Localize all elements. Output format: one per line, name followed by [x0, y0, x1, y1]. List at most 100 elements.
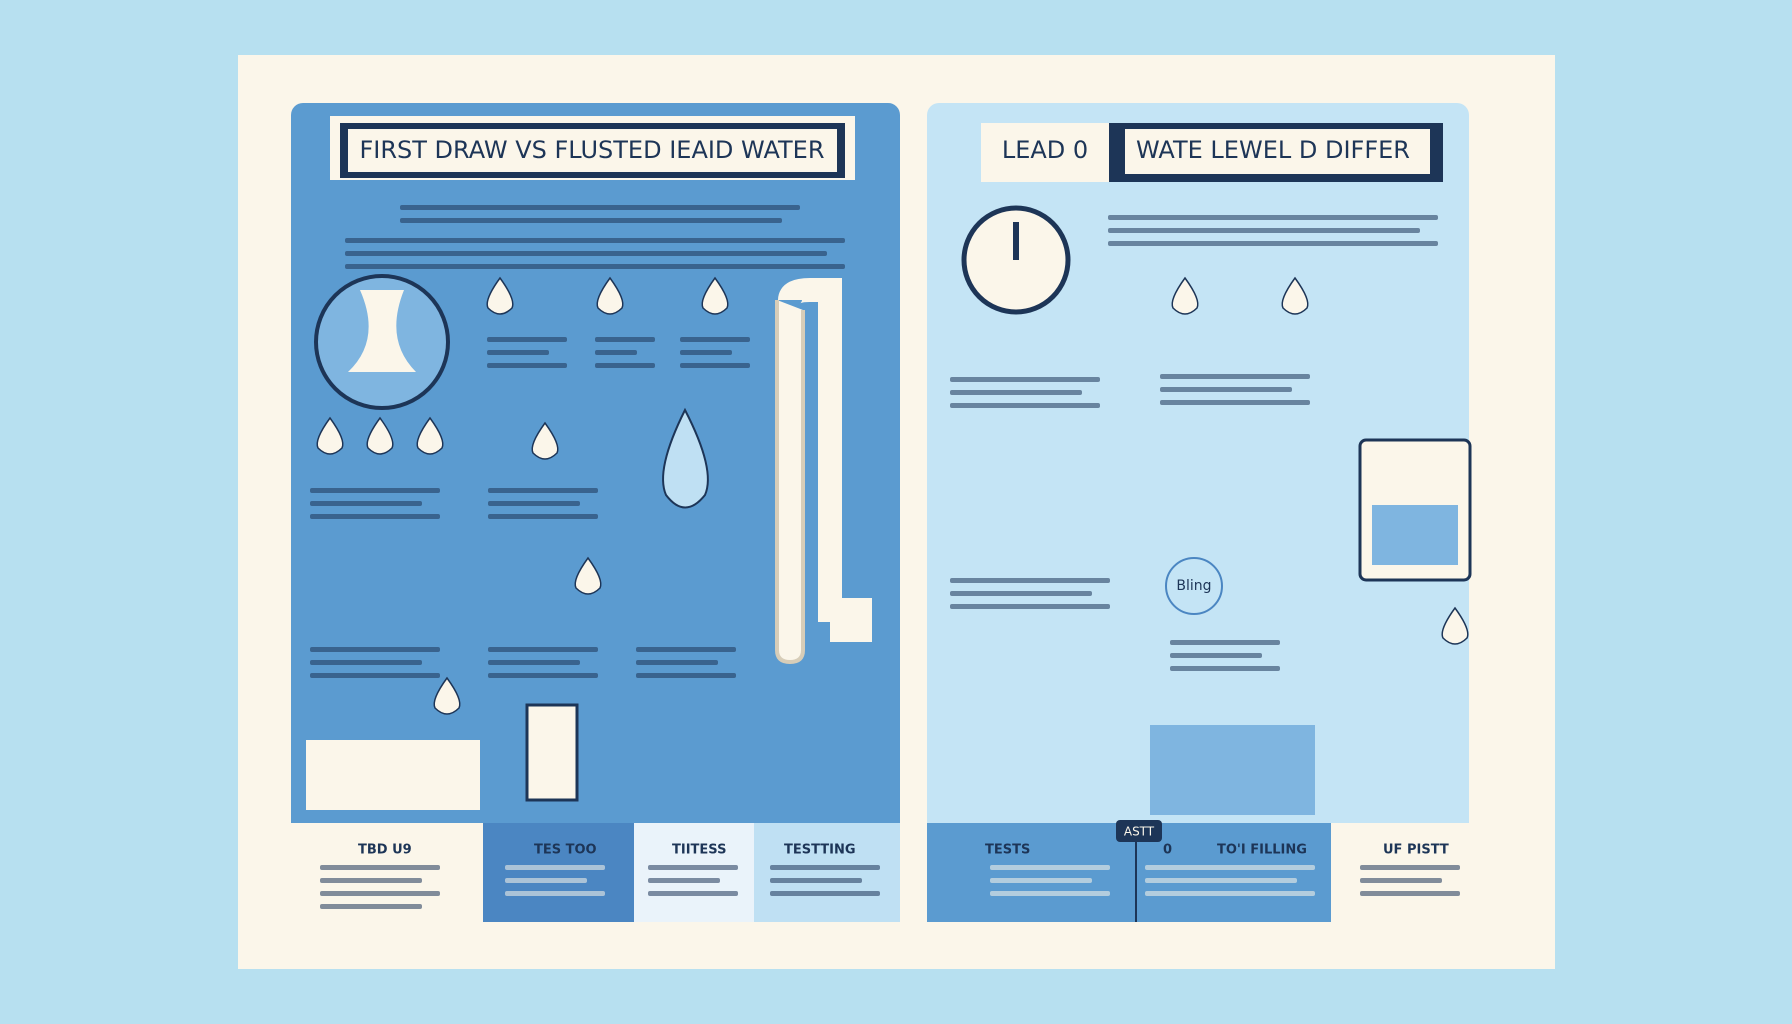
- footer-label: TES TOO: [534, 843, 597, 858]
- tank-water: [1372, 505, 1458, 565]
- text-line: [1160, 387, 1292, 392]
- text-line: [310, 488, 440, 493]
- footer-cell: [754, 823, 900, 922]
- text-line: [950, 591, 1092, 596]
- text-line: [487, 350, 549, 355]
- drop-icon: [416, 416, 444, 455]
- text-line: [345, 238, 845, 243]
- text-line: [595, 350, 637, 355]
- text-line: [770, 878, 862, 883]
- text-line: [488, 647, 598, 652]
- footer-label: TO'I FILLING: [1217, 843, 1307, 858]
- text-line: [648, 865, 738, 870]
- text-line: [505, 865, 605, 870]
- drop-icon: [1281, 276, 1309, 315]
- text-line: [505, 878, 587, 883]
- drop-icon: [531, 421, 559, 460]
- text-line: [345, 264, 845, 269]
- drop-icon: [1441, 606, 1469, 645]
- text-line: [648, 891, 738, 896]
- text-line: [636, 647, 736, 652]
- text-line: [1108, 228, 1420, 233]
- badge: [1116, 820, 1162, 842]
- drop-icon: [433, 676, 461, 715]
- text-line: [950, 403, 1100, 408]
- text-line: [505, 891, 605, 896]
- footer-label: TBD U9: [358, 843, 412, 858]
- text-line: [770, 865, 880, 870]
- title-box: [348, 129, 837, 172]
- drop-icon: [574, 556, 602, 595]
- text-line: [487, 363, 567, 368]
- text-line: [1170, 666, 1280, 671]
- text-line: [680, 337, 750, 342]
- text-line: [595, 363, 655, 368]
- title-box: [981, 123, 1109, 182]
- text-line: [950, 604, 1110, 609]
- text-line: [950, 377, 1100, 382]
- text-line: [770, 891, 880, 896]
- text-line: [320, 878, 422, 883]
- text-line: [1108, 215, 1438, 220]
- text-line: [1145, 878, 1297, 883]
- right-title-left: LEAD 0: [1002, 136, 1088, 164]
- text-line: [487, 337, 567, 342]
- text-line: [310, 660, 422, 665]
- text-line: [990, 878, 1092, 883]
- text-line: [680, 363, 750, 368]
- footer-label: TESTS: [985, 843, 1030, 858]
- pipe-icon: [778, 278, 872, 642]
- text-line: [320, 904, 422, 909]
- text-line: [320, 891, 440, 896]
- footer-label: TESTTING: [784, 843, 856, 858]
- text-line: [1145, 865, 1315, 870]
- callout-ring: [1165, 557, 1223, 615]
- text-line: [1145, 891, 1315, 896]
- text-line: [310, 647, 440, 652]
- left-title: FIRST DRAW VS FLUSTED IEAID WATER: [359, 136, 824, 164]
- text-line: [1160, 374, 1310, 379]
- drop-icon: [662, 407, 709, 509]
- note-box: [306, 740, 480, 810]
- title-box: [1125, 129, 1430, 174]
- text-line: [1360, 878, 1442, 883]
- text-line: [680, 350, 732, 355]
- text-line: [310, 673, 440, 678]
- footer-cell: [1331, 823, 1469, 922]
- text-line: [400, 205, 800, 210]
- text-line: [488, 501, 580, 506]
- text-line: [1360, 865, 1460, 870]
- text-line: [488, 673, 598, 678]
- note-box: [1150, 725, 1315, 815]
- footer-label: UF PISTT: [1383, 843, 1449, 858]
- left-panel: [291, 103, 900, 922]
- text-line: [488, 660, 580, 665]
- text-line: [1360, 891, 1460, 896]
- text-line: [310, 501, 422, 506]
- footer-cell: [634, 823, 754, 922]
- text-line: [1170, 653, 1262, 658]
- text-line: [310, 514, 440, 519]
- drop-icon: [486, 276, 514, 315]
- text-line: [400, 218, 782, 223]
- footer-label: 0: [1163, 843, 1172, 858]
- text-line: [1170, 640, 1280, 645]
- text-line: [990, 865, 1110, 870]
- text-line: [1160, 400, 1310, 405]
- text-line: [488, 488, 598, 493]
- tube-icon: [775, 300, 805, 665]
- callout: Bling: [1176, 578, 1211, 594]
- text-line: [345, 251, 827, 256]
- text-line: [950, 390, 1082, 395]
- drop-icon: [316, 416, 344, 455]
- footer-cell: [483, 823, 634, 922]
- text-line: [488, 514, 598, 519]
- right-title-right: WATE LEWEL D DIFFER: [1136, 136, 1410, 164]
- text-line: [1108, 241, 1438, 246]
- text-line: [950, 578, 1110, 583]
- drop-icon: [1171, 276, 1199, 315]
- drop-icon: [366, 416, 394, 455]
- footer-label: TIITESS: [672, 843, 726, 858]
- drop-icon: [701, 276, 729, 315]
